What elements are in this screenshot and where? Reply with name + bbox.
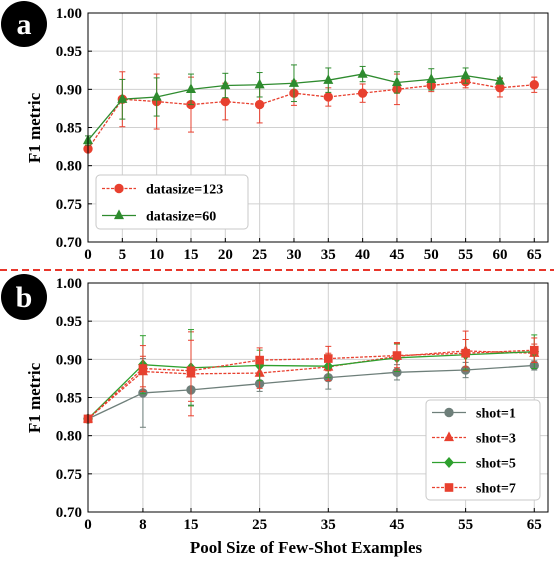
- data-point: [255, 355, 264, 365]
- panel-a: a F1 metric 0.70 0.75 0.80 0.85 0.90 0.95 1.00…: [1, 1, 549, 263]
- y-tick-label: 0.80: [56, 159, 82, 175]
- panel-a-legend: datasize=123 datasize=60: [95, 174, 249, 230]
- data-point: [323, 92, 333, 102]
- data-point: [529, 80, 539, 90]
- data-point: [151, 90, 162, 101]
- data-point: [460, 69, 471, 80]
- y-tick-label: 0.95: [56, 314, 82, 330]
- panel-b: b F1 metric Pool Size of Few-Shot Exampl…: [1, 274, 549, 557]
- x-tick-label: 15: [183, 517, 198, 533]
- panel-b-ylabel: F1 metric: [25, 362, 44, 433]
- x-tick-label: 55: [458, 247, 473, 263]
- legend-marker: [443, 431, 455, 442]
- y-tick-label: 0.85: [56, 391, 82, 407]
- series-datasize=60: [82, 64, 505, 146]
- series-line: [87, 350, 535, 420]
- data-point: [461, 348, 470, 358]
- x-tick-label: 20: [218, 247, 233, 263]
- x-tick-label: 40: [355, 247, 370, 263]
- x-tick-label: 25: [252, 247, 267, 263]
- data-point: [220, 79, 231, 90]
- panel-b-legend: shot=1 shot=3 shot=5 shot=7: [425, 399, 541, 501]
- legend-entry: datasize=123: [146, 183, 223, 198]
- y-tick-label: 0.95: [56, 44, 82, 60]
- panel-b-ticks: 0.70 0.75 0.80 0.85 0.90 0.95 1.00 0 8 15 25 35 45 55…: [56, 276, 542, 533]
- data-point: [357, 88, 368, 98]
- y-tick-label: 0.75: [56, 467, 82, 483]
- data-point: [529, 345, 539, 355]
- legend-entry: shot=1: [476, 407, 516, 422]
- series-line: [87, 349, 535, 420]
- x-tick-label: 25: [252, 517, 267, 533]
- x-tick-label: 30: [286, 247, 301, 263]
- series-datasize=123: [83, 71, 539, 154]
- data-point: [254, 78, 265, 89]
- panel-b-plot: [82, 329, 540, 428]
- data-point: [138, 364, 148, 373]
- legend-entry: shot=5: [476, 457, 516, 472]
- y-tick-label: 1.00: [56, 276, 82, 292]
- legend-entry: datasize=60: [146, 210, 216, 225]
- x-tick-label: 45: [389, 247, 404, 263]
- data-point: [494, 74, 505, 85]
- legend-marker: [114, 183, 124, 194]
- data-point: [186, 366, 196, 376]
- legend-marker: [444, 407, 454, 418]
- series-line: [87, 351, 535, 420]
- legend-marker: [444, 456, 454, 469]
- x-tick-label: 35: [321, 247, 336, 263]
- panel-a-ylabel: F1 metric: [25, 92, 44, 163]
- x-tick-label: 5: [119, 247, 127, 263]
- series-line: [87, 364, 535, 420]
- x-tick-label: 60: [492, 247, 507, 263]
- y-tick-label: 0.85: [56, 121, 82, 137]
- x-tick-label: 45: [389, 517, 404, 533]
- series-line: [87, 81, 535, 150]
- x-tick-label: 15: [183, 247, 198, 263]
- data-point: [357, 67, 368, 78]
- panel-b-badge: b: [1, 274, 47, 320]
- panel-a-badge: a: [1, 1, 47, 47]
- x-tick-label: 0: [84, 517, 92, 533]
- data-point: [220, 96, 231, 107]
- data-point: [323, 74, 334, 84]
- x-tick-label: 10: [149, 247, 164, 263]
- data-point: [254, 99, 265, 110]
- panel-b-xlabel: Pool Size of Few-Shot Examples: [190, 538, 423, 557]
- data-point: [495, 83, 505, 93]
- data-point: [288, 77, 299, 87]
- data-point: [392, 351, 402, 360]
- data-point: [185, 83, 197, 93]
- y-tick-label: 0.80: [56, 429, 82, 445]
- x-tick-label: 65: [527, 247, 542, 263]
- x-tick-label: 50: [424, 247, 439, 263]
- panel-a-plot: [82, 64, 539, 154]
- data-point: [117, 93, 128, 103]
- data-point: [426, 73, 437, 84]
- legend-box: [425, 399, 541, 501]
- panel-a-ticks: 0.70 0.75 0.80 0.85 0.90 0.95 1.00 0 5 10 15 20 25 30…: [56, 6, 542, 263]
- x-tick-label: 55: [458, 517, 473, 533]
- y-tick-label: 0.90: [56, 82, 82, 98]
- data-point: [323, 354, 333, 363]
- x-tick-label: 35: [321, 517, 336, 533]
- legend-entry: shot=3: [476, 432, 516, 447]
- y-tick-label: 0.75: [56, 197, 82, 213]
- y-tick-label: 1.00: [56, 6, 82, 22]
- x-tick-label: 65: [527, 517, 542, 533]
- data-point: [391, 76, 402, 87]
- x-tick-label: 8: [139, 517, 147, 533]
- legend-entry: shot=7: [476, 482, 516, 497]
- panel-a-letter: a: [17, 8, 32, 41]
- y-tick-label: 0.90: [56, 352, 82, 368]
- legend-marker: [444, 483, 454, 492]
- x-tick-label: 0: [84, 247, 92, 263]
- legend-marker: [113, 209, 125, 220]
- panel-b-letter: b: [16, 281, 33, 314]
- y-tick-label: 0.70: [56, 505, 82, 521]
- y-tick-label: 0.70: [56, 235, 82, 251]
